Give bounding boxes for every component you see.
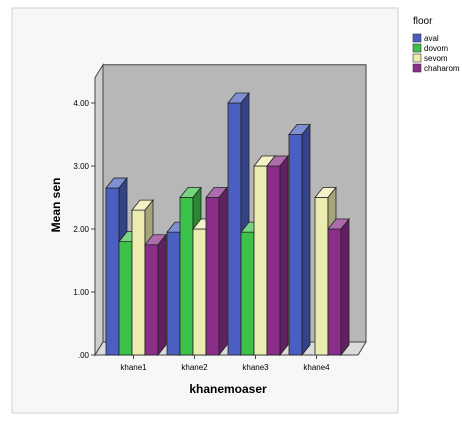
legend-swatch-aval: [412, 33, 422, 43]
bar-front: [240, 231, 255, 356]
bar-front: [192, 228, 207, 356]
bar-front: [253, 165, 268, 356]
legend-swatch-sevom: [412, 53, 422, 63]
y-axis: .00 1.00 2.00 3.00 4.00: [73, 99, 95, 360]
x-tick-label: khane1: [120, 363, 147, 372]
bar-chaharom-khane3: [266, 154, 289, 357]
legend-swatch-chaharom: [412, 63, 422, 73]
bar-front: [179, 197, 194, 356]
y-tick-label: 1.00: [73, 288, 89, 297]
bar-front: [166, 231, 181, 356]
x-tick-label: khane3: [242, 363, 269, 372]
bar-chaharom-khane2: [205, 186, 228, 357]
legend-label-sevom: sevom: [424, 54, 448, 63]
bar-side: [218, 186, 228, 357]
bar-front: [227, 102, 242, 356]
bar-side: [301, 123, 311, 357]
bar-side: [340, 217, 350, 357]
bar-chaharom-khane4: [327, 217, 350, 357]
y-tick-label: 2.00: [73, 225, 89, 234]
y-axis-label: Mean sen: [49, 178, 63, 233]
bar-front: [144, 244, 159, 356]
bar-front: [327, 228, 342, 356]
legend-label-aval: aval: [424, 34, 439, 43]
bar-front: [118, 241, 133, 356]
bar-side: [157, 233, 167, 357]
x-tick-label: khane2: [181, 363, 208, 372]
legend-label-chaharom: chaharom: [424, 64, 460, 73]
bar-front: [288, 134, 303, 356]
y-tick-label: 3.00: [73, 162, 89, 171]
bar-aval-khane4: [288, 123, 311, 357]
bar-front: [205, 197, 220, 356]
legend-label-dovom: dovom: [424, 44, 448, 53]
bar-side: [279, 154, 289, 357]
bar-chaharom-khane1: [144, 233, 167, 357]
bar-front: [314, 197, 329, 356]
x-tick-label: khane4: [303, 363, 330, 372]
y-tick-label: 4.00: [73, 99, 89, 108]
bar-front: [131, 209, 146, 356]
legend-title: floor: [413, 16, 433, 27]
legend-swatch-dovom: [412, 43, 422, 53]
side-wall: [94, 63, 104, 357]
bar-front: [105, 187, 120, 356]
x-axis: khane1 khane2 khane3 khane4: [120, 355, 330, 372]
bar-front: [266, 165, 281, 356]
bars: [105, 91, 350, 357]
x-axis-label: khanemoaser: [189, 382, 267, 396]
y-tick-label: .00: [78, 351, 90, 360]
